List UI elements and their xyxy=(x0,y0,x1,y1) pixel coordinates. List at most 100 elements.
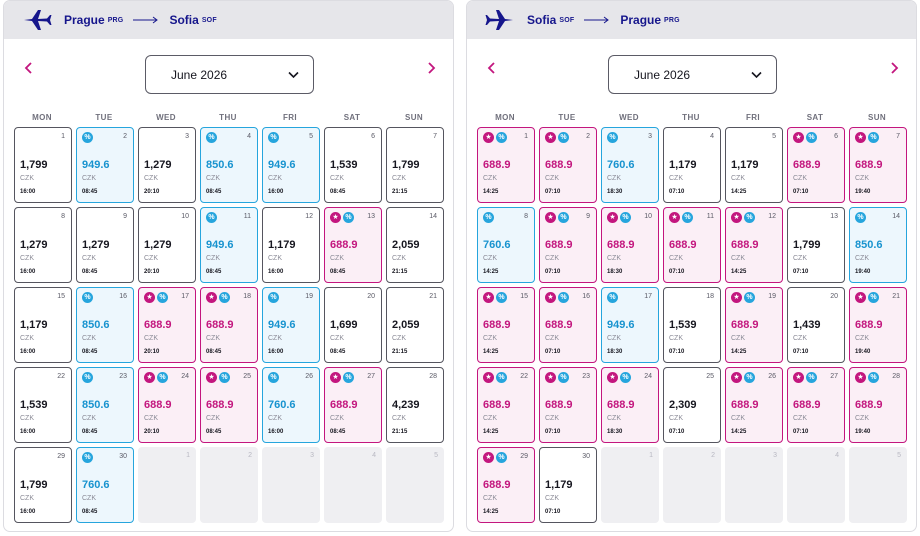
fare-currency: CZK xyxy=(793,255,807,262)
calendar-day-cell[interactable]: 6 1,539 CZK 08:45 xyxy=(324,127,382,203)
fare-price: 688.9 xyxy=(855,319,883,331)
day-number: 26 xyxy=(305,373,313,380)
calendar-day-cell[interactable]: 10 1,279 CZK 20:10 xyxy=(138,207,196,283)
calendar-day-cell[interactable]: 28 ★% 688.9 CZK 19:40 xyxy=(849,367,907,443)
fare-price: 760.6 xyxy=(607,159,635,171)
calendar-day-cell[interactable]: 22 1,539 CZK 16:00 xyxy=(14,367,72,443)
day-number: 5 xyxy=(309,133,313,140)
calendar-day-cell[interactable]: 12 1,179 CZK 16:00 xyxy=(262,207,320,283)
fare-price: 4,239 xyxy=(392,399,420,411)
departure-time: 18:30 xyxy=(607,269,623,275)
month-label: June 2026 xyxy=(634,67,691,82)
calendar-day-cell[interactable]: 24 ★% 688.9 CZK 20:10 xyxy=(138,367,196,443)
calendar-day-cell[interactable]: 30% 760.6 CZK 08:45 xyxy=(76,447,134,523)
calendar-day-empty: 4 xyxy=(324,447,382,523)
calendar-day-empty: 1 xyxy=(601,447,659,523)
chevron-right-icon[interactable] xyxy=(424,61,438,75)
calendar-day-cell[interactable]: 13 1,799 CZK 07:10 xyxy=(787,207,845,283)
departure-time: 19:40 xyxy=(855,429,871,435)
calendar-day-cell[interactable]: 12 ★% 688.9 CZK 14:25 xyxy=(725,207,783,283)
calendar-day-cell[interactable]: 1 1,799 CZK 16:00 xyxy=(14,127,72,203)
calendar-day-cell[interactable]: 5 1,179 CZK 14:25 xyxy=(725,127,783,203)
fare-price: 688.9 xyxy=(545,319,573,331)
calendar-day-cell[interactable]: 14 2,059 CZK 21:15 xyxy=(386,207,444,283)
calendar-day-cell[interactable]: 9 1,279 CZK 08:45 xyxy=(76,207,134,283)
calendar-day-cell[interactable]: 10 ★% 688.9 CZK 18:30 xyxy=(601,207,659,283)
calendar-day-cell[interactable]: 16% 850.6 CZK 08:45 xyxy=(76,287,134,363)
chevron-right-icon[interactable] xyxy=(887,61,901,75)
calendar-day-cell[interactable]: 23 ★% 688.9 CZK 07:10 xyxy=(539,367,597,443)
calendar-day-cell[interactable]: 29 ★% 688.9 CZK 14:25 xyxy=(477,447,535,523)
calendar-day-cell[interactable]: 27 ★% 688.9 CZK 08:45 xyxy=(324,367,382,443)
calendar-day-cell[interactable]: 1 ★% 688.9 CZK 14:25 xyxy=(477,127,535,203)
calendar-day-cell[interactable]: 25 2,309 CZK 07:10 xyxy=(663,367,721,443)
calendar-day-cell[interactable]: 4 1,179 CZK 07:10 xyxy=(663,127,721,203)
calendar-grid: 1 1,799 CZK 16:00 2% 949.6 CZK 08:45 3 1,279 CZK 20… xyxy=(14,127,444,523)
calendar-day-cell[interactable]: 3 1,279 CZK 20:10 xyxy=(138,127,196,203)
calendar-day-cell[interactable]: 3% 760.6 CZK 18:30 xyxy=(601,127,659,203)
departure-time: 08:45 xyxy=(330,189,346,195)
calendar-day-cell[interactable]: 13 ★% 688.9 CZK 08:45 xyxy=(324,207,382,283)
day-number: 4 xyxy=(710,133,714,140)
weekday-label: WED xyxy=(619,113,639,122)
fare-badges: ★% xyxy=(855,372,879,383)
departure-time: 19:40 xyxy=(855,349,871,355)
calendar-day-cell[interactable]: 21 2,059 CZK 21:15 xyxy=(386,287,444,363)
star-badge-icon: ★ xyxy=(607,212,618,223)
calendar-day-cell[interactable]: 19 ★% 688.9 CZK 14:25 xyxy=(725,287,783,363)
fare-badges: ★% xyxy=(330,372,354,383)
calendar-day-cell[interactable]: 30 1,179 CZK 07:10 xyxy=(539,447,597,523)
calendar-day-cell[interactable]: 8% 760.6 CZK 14:25 xyxy=(477,207,535,283)
calendar-day-cell[interactable]: 20 1,439 CZK 07:10 xyxy=(787,287,845,363)
fare-currency: CZK xyxy=(545,255,559,262)
calendar-day-cell[interactable]: 2 ★% 688.9 CZK 07:10 xyxy=(539,127,597,203)
calendar-day-cell[interactable]: 18 ★% 688.9 CZK 08:45 xyxy=(200,287,258,363)
calendar-day-cell[interactable]: 25 ★% 688.9 CZK 08:45 xyxy=(200,367,258,443)
star-badge-icon: ★ xyxy=(483,132,494,143)
day-number: 19 xyxy=(305,293,313,300)
discount-badge-icon: % xyxy=(157,372,168,383)
departure-time: 20:10 xyxy=(144,429,160,435)
calendar-day-cell[interactable]: 11 ★% 688.9 CZK 07:10 xyxy=(663,207,721,283)
fare-badges: % xyxy=(483,212,494,223)
calendar-day-cell[interactable]: 7 1,799 CZK 21:15 xyxy=(386,127,444,203)
calendar-day-cell[interactable]: 26% 760.6 CZK 16:00 xyxy=(262,367,320,443)
calendar-day-cell[interactable]: 2% 949.6 CZK 08:45 xyxy=(76,127,134,203)
calendar-day-cell[interactable]: 15 ★% 688.9 CZK 14:25 xyxy=(477,287,535,363)
star-badge-icon: ★ xyxy=(483,292,494,303)
calendar-day-cell[interactable]: 19% 949.6 CZK 16:00 xyxy=(262,287,320,363)
calendar-grid: 1 ★% 688.9 CZK 14:25 2 ★% 688.9 CZK 07:10 3% 760.6 C… xyxy=(477,127,907,523)
departure-time: 21:15 xyxy=(392,189,408,195)
calendar-day-cell[interactable]: 9 ★% 688.9 CZK 07:10 xyxy=(539,207,597,283)
calendar-day-cell[interactable]: 21 ★% 688.9 CZK 19:40 xyxy=(849,287,907,363)
calendar-day-cell[interactable]: 20 1,699 CZK 08:45 xyxy=(324,287,382,363)
calendar-day-cell[interactable]: 22 ★% 688.9 CZK 14:25 xyxy=(477,367,535,443)
calendar-day-cell[interactable]: 28 4,239 CZK 21:15 xyxy=(386,367,444,443)
calendar-day-cell[interactable]: 11% 949.6 CZK 08:45 xyxy=(200,207,258,283)
calendar-day-cell[interactable]: 7 ★% 688.9 CZK 19:40 xyxy=(849,127,907,203)
fare-price: 760.6 xyxy=(82,479,110,491)
month-dropdown[interactable]: June 2026 xyxy=(608,55,777,94)
calendar-day-cell[interactable]: 29 1,799 CZK 16:00 xyxy=(14,447,72,523)
calendar-day-cell[interactable]: 23% 850.6 CZK 08:45 xyxy=(76,367,134,443)
calendar-day-cell[interactable]: 24 ★% 688.9 CZK 18:30 xyxy=(601,367,659,443)
day-number: 23 xyxy=(582,373,590,380)
calendar-day-cell[interactable]: 5% 949.6 CZK 16:00 xyxy=(262,127,320,203)
calendar-day-cell[interactable]: 26 ★% 688.9 CZK 14:25 xyxy=(725,367,783,443)
calendar-day-cell[interactable]: 16 ★% 688.9 CZK 07:10 xyxy=(539,287,597,363)
calendar-day-cell[interactable]: 14% 850.6 CZK 19:40 xyxy=(849,207,907,283)
calendar-day-cell[interactable]: 15 1,179 CZK 16:00 xyxy=(14,287,72,363)
departure-time: 21:15 xyxy=(392,269,408,275)
calendar-day-cell[interactable]: 4% 850.6 CZK 08:45 xyxy=(200,127,258,203)
calendar-day-cell[interactable]: 18 1,539 CZK 07:10 xyxy=(663,287,721,363)
fare-price: 688.9 xyxy=(330,399,358,411)
calendar-day-cell[interactable]: 8 1,279 CZK 16:00 xyxy=(14,207,72,283)
departure-time: 16:00 xyxy=(268,269,284,275)
calendar-day-cell[interactable]: 17% 949.6 CZK 18:30 xyxy=(601,287,659,363)
calendar-day-cell[interactable]: 17 ★% 688.9 CZK 20:10 xyxy=(138,287,196,363)
month-dropdown[interactable]: June 2026 xyxy=(145,55,314,94)
calendar-day-cell[interactable]: 27 ★% 688.9 CZK 07:10 xyxy=(787,367,845,443)
calendar-day-cell[interactable]: 6 ★% 688.9 CZK 07:10 xyxy=(787,127,845,203)
chevron-left-icon[interactable] xyxy=(485,61,499,75)
chevron-left-icon[interactable] xyxy=(22,61,36,75)
